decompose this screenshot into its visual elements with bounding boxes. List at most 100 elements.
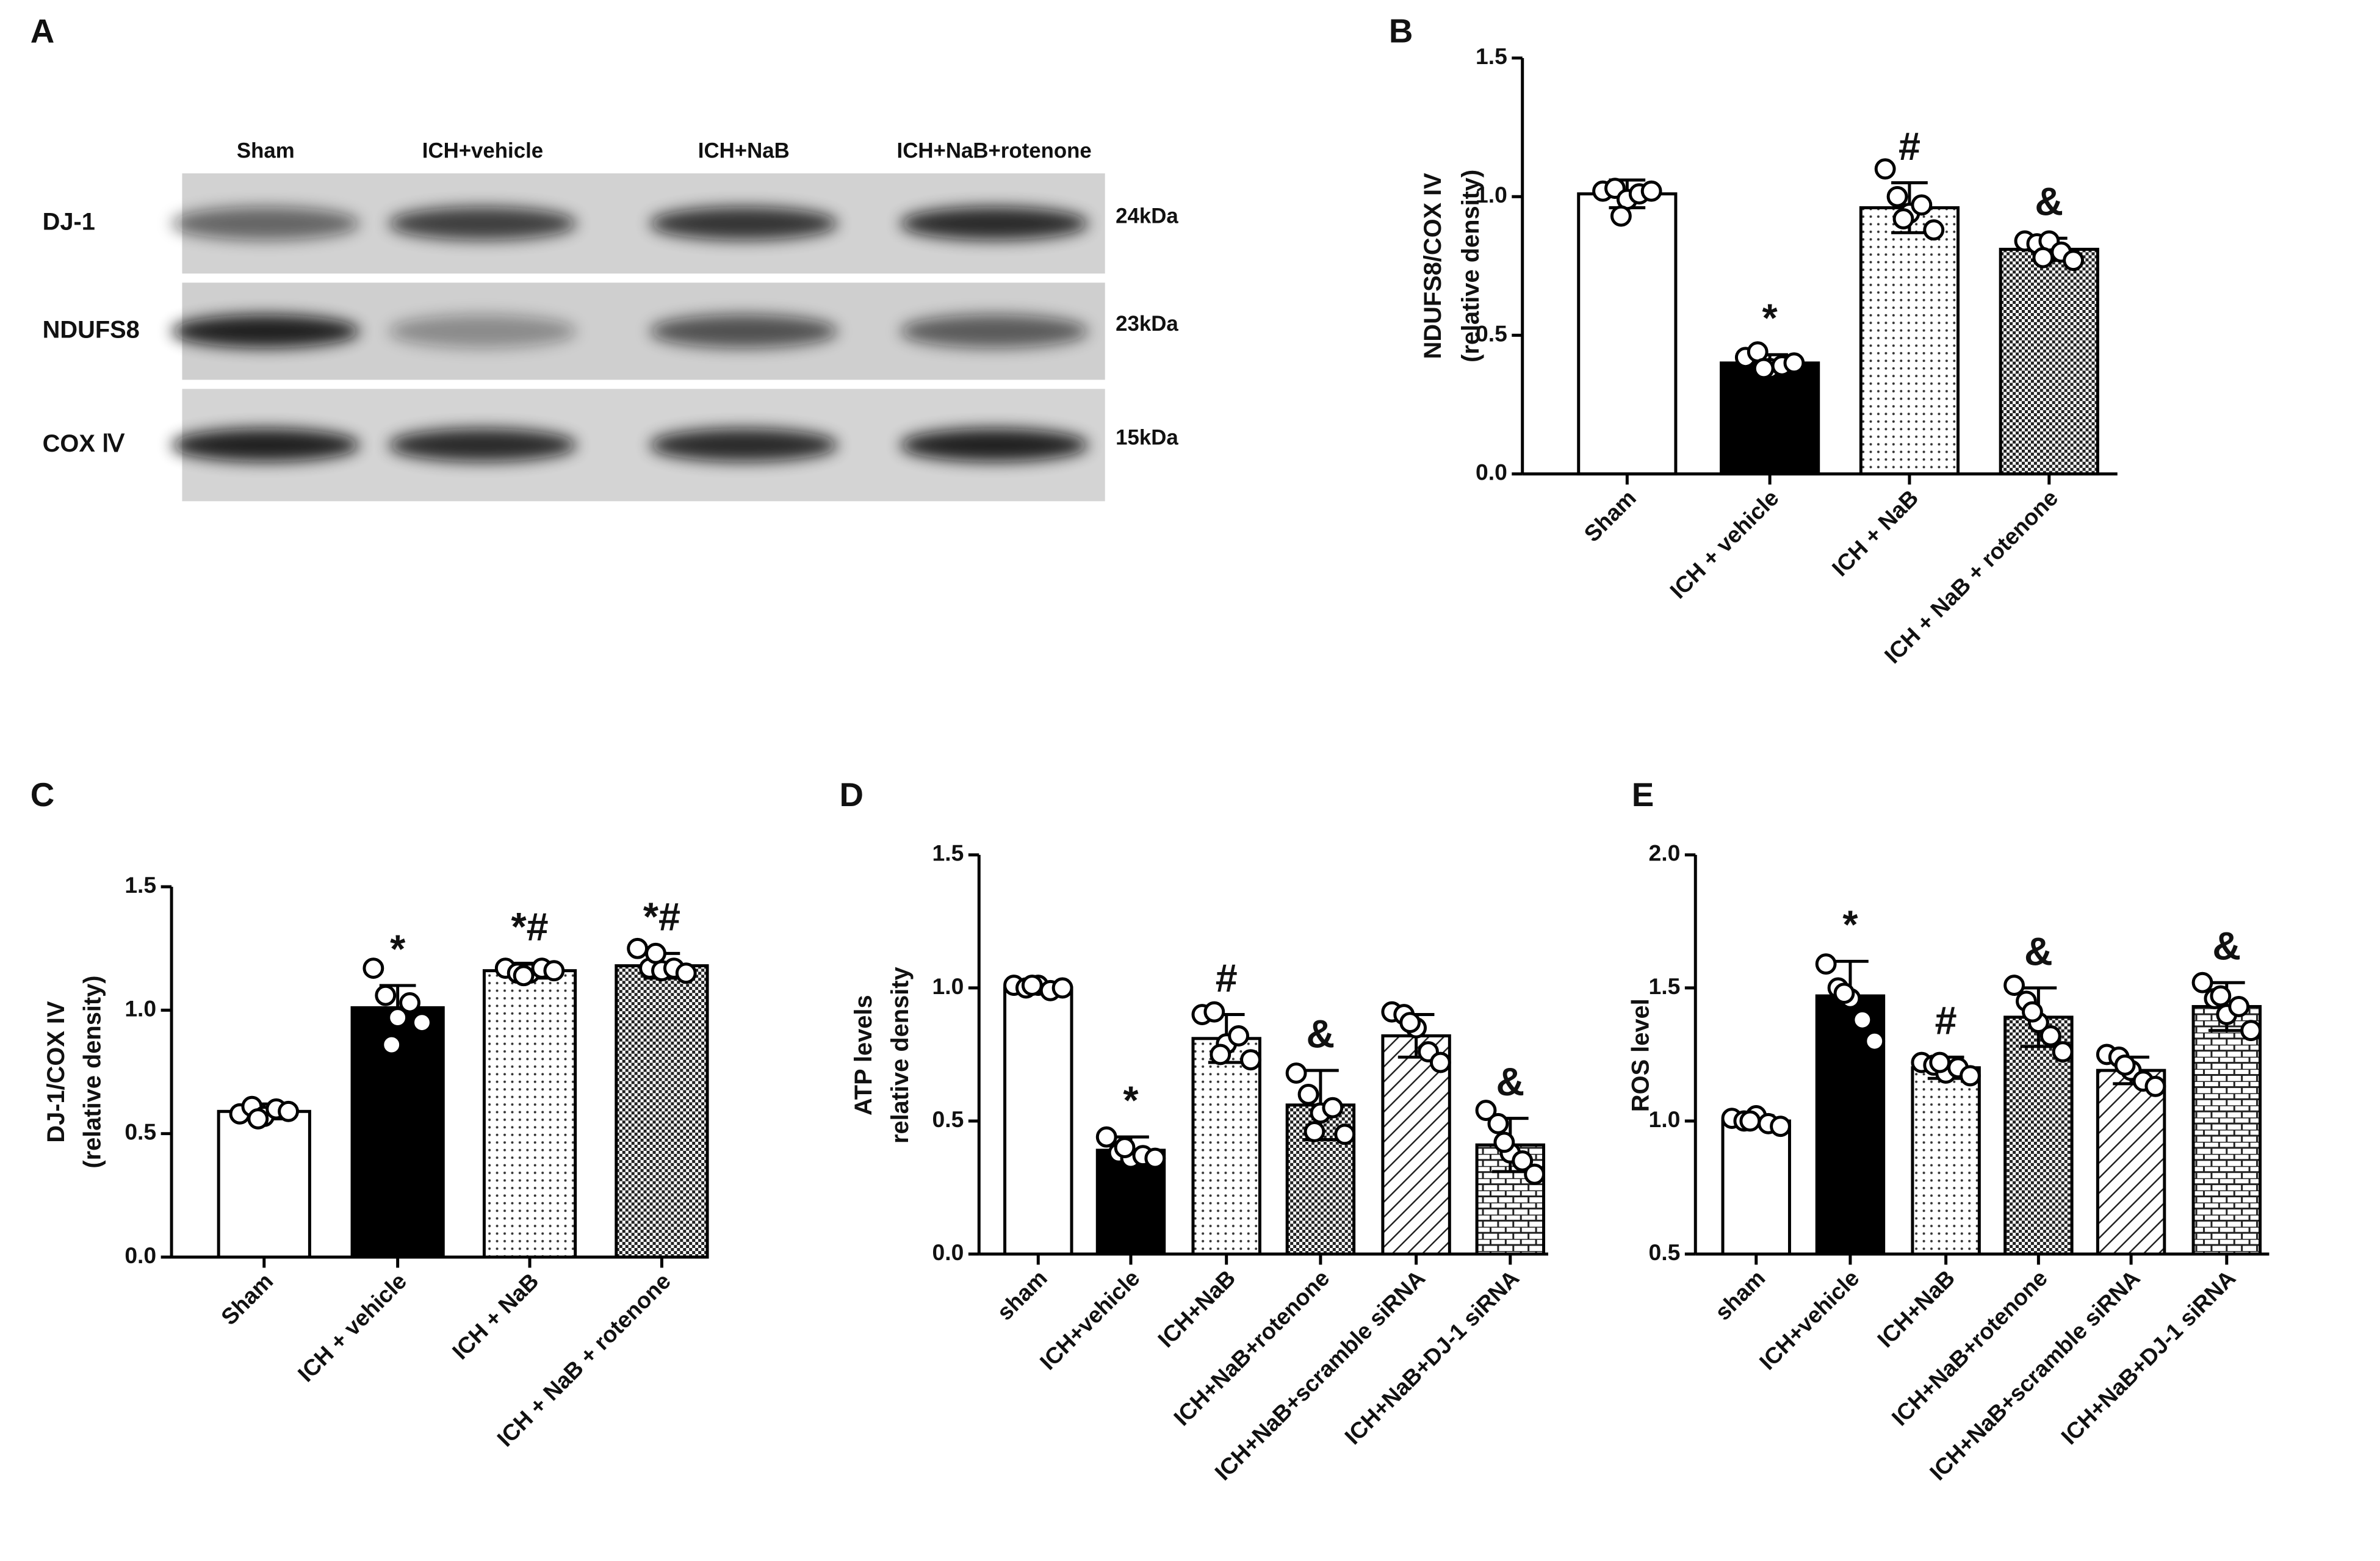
x-tick-label: sham — [1710, 1265, 1770, 1325]
significance-mark: & — [1496, 1059, 1524, 1104]
y-tick-label: 1.5 — [124, 872, 156, 898]
panel-label: A — [31, 12, 55, 50]
bar — [615, 964, 709, 1259]
data-point — [1297, 1083, 1319, 1105]
band — [649, 314, 838, 348]
bar — [1191, 1037, 1261, 1256]
data-point — [1228, 1025, 1250, 1047]
data-point — [513, 965, 535, 987]
bar — [1859, 206, 1960, 476]
data-point — [1524, 1163, 1546, 1185]
bar — [1720, 361, 1820, 476]
y-tick-label: 1.5 — [1476, 43, 1507, 69]
data-point — [645, 942, 666, 964]
x-tick-label: ICH+NaB+rotenone — [1169, 1265, 1335, 1431]
data-point — [2210, 985, 2232, 1007]
size-label: 15kDa — [1116, 426, 1178, 450]
band — [900, 428, 1089, 462]
data-point — [1334, 1123, 1356, 1145]
data-point — [1203, 1001, 1225, 1023]
y-tick-label: 0.0 — [124, 1242, 156, 1268]
data-point — [387, 1007, 409, 1028]
y-tick-label: 1.0 — [1649, 1106, 1681, 1132]
row-label: NDUFS8 — [43, 316, 140, 343]
y-tick-label: 1.5 — [1649, 973, 1681, 999]
data-point — [1852, 1009, 1873, 1031]
x-tick-label: ICH+NaB+DJ-1 siRNA — [2056, 1265, 2240, 1449]
row-label: DJ-1 — [43, 209, 95, 236]
data-point — [1864, 1030, 1886, 1052]
band — [900, 206, 1089, 240]
significance-mark: * — [1842, 903, 1858, 947]
data-point — [1892, 208, 1914, 229]
significance-mark: * — [390, 926, 406, 971]
significance-mark: *# — [643, 895, 680, 939]
panel-label: B — [1389, 12, 1413, 50]
significance-mark: * — [1762, 296, 1778, 341]
data-point — [1144, 1147, 1166, 1169]
significance-mark: *# — [511, 904, 548, 949]
data-point — [2240, 1020, 2262, 1042]
y-tick-label: 2.0 — [1649, 840, 1681, 866]
data-point — [1512, 1150, 1534, 1172]
y-tick-label: 1.0 — [124, 995, 156, 1021]
y-tick-label: 0.0 — [1476, 459, 1507, 485]
x-tick-label: ICH+NaB+rotenone — [1886, 1265, 2052, 1431]
data-point — [2003, 975, 2025, 996]
data-point — [1911, 194, 1933, 216]
data-point — [1095, 1126, 1117, 1148]
data-point — [1610, 205, 1632, 227]
data-point — [1021, 975, 1043, 996]
x-tick-label: ICH + vehicle — [1665, 485, 1784, 604]
x-tick-label: Sham — [1579, 485, 1641, 547]
data-point — [247, 1108, 269, 1130]
x-tick-label: ICH+vehicle — [1035, 1265, 1145, 1375]
significance-mark: # — [1899, 124, 1920, 168]
y-axis-label: DJ-1/COX IV — [43, 1001, 70, 1143]
data-point — [2191, 972, 2213, 993]
data-point — [1210, 1044, 1231, 1065]
panel-label: E — [1632, 776, 1654, 813]
data-point — [2144, 1075, 2166, 1097]
data-point — [278, 1100, 299, 1122]
x-tick-label: ICH+NaB — [1872, 1265, 1960, 1352]
bar — [1721, 1119, 1791, 1256]
data-point — [1487, 1112, 1509, 1134]
data-point — [399, 992, 420, 1014]
panel-label: C — [31, 776, 55, 813]
band — [388, 206, 577, 240]
x-tick-label: ICH + vehicle — [293, 1268, 412, 1387]
y-tick-label: 0.5 — [1476, 320, 1507, 346]
size-label: 23kDa — [1116, 312, 1178, 336]
data-point — [1304, 1121, 1325, 1142]
y-tick-label: 0.0 — [932, 1239, 964, 1265]
data-point — [2039, 1025, 2061, 1047]
data-point — [2052, 1041, 2074, 1062]
y-tick-label: 0.5 — [1649, 1239, 1681, 1265]
significance-mark: * — [1123, 1078, 1139, 1122]
y-tick-label: 0.5 — [124, 1119, 156, 1145]
band — [900, 314, 1089, 348]
panel-label: D — [839, 776, 864, 813]
data-point — [2228, 996, 2250, 1017]
western-blot — [171, 173, 1105, 502]
y-axis-label: ROS level — [1628, 998, 1654, 1112]
data-point — [1783, 352, 1805, 374]
y-tick-label: 1.5 — [932, 840, 964, 866]
data-point — [1051, 977, 1073, 999]
y-axis-label: (relative density) — [1457, 170, 1484, 362]
row-label: COX Ⅳ — [43, 430, 125, 457]
y-axis-label: NDUFS8/COX IV — [1419, 173, 1446, 359]
band — [171, 314, 360, 348]
band — [171, 428, 360, 462]
significance-mark: & — [2024, 929, 2053, 973]
lane-label: Sham — [237, 139, 295, 162]
x-tick-label: ICH+NaB+DJ-1 siRNA — [1340, 1265, 1524, 1449]
data-point — [1833, 982, 1855, 1004]
data-point — [1874, 158, 1896, 180]
data-point — [1770, 1116, 1791, 1137]
data-point — [1240, 1049, 1261, 1071]
y-tick-label: 1.0 — [932, 973, 964, 999]
lane-label: ICH+NaB+rotenone — [897, 139, 1092, 162]
